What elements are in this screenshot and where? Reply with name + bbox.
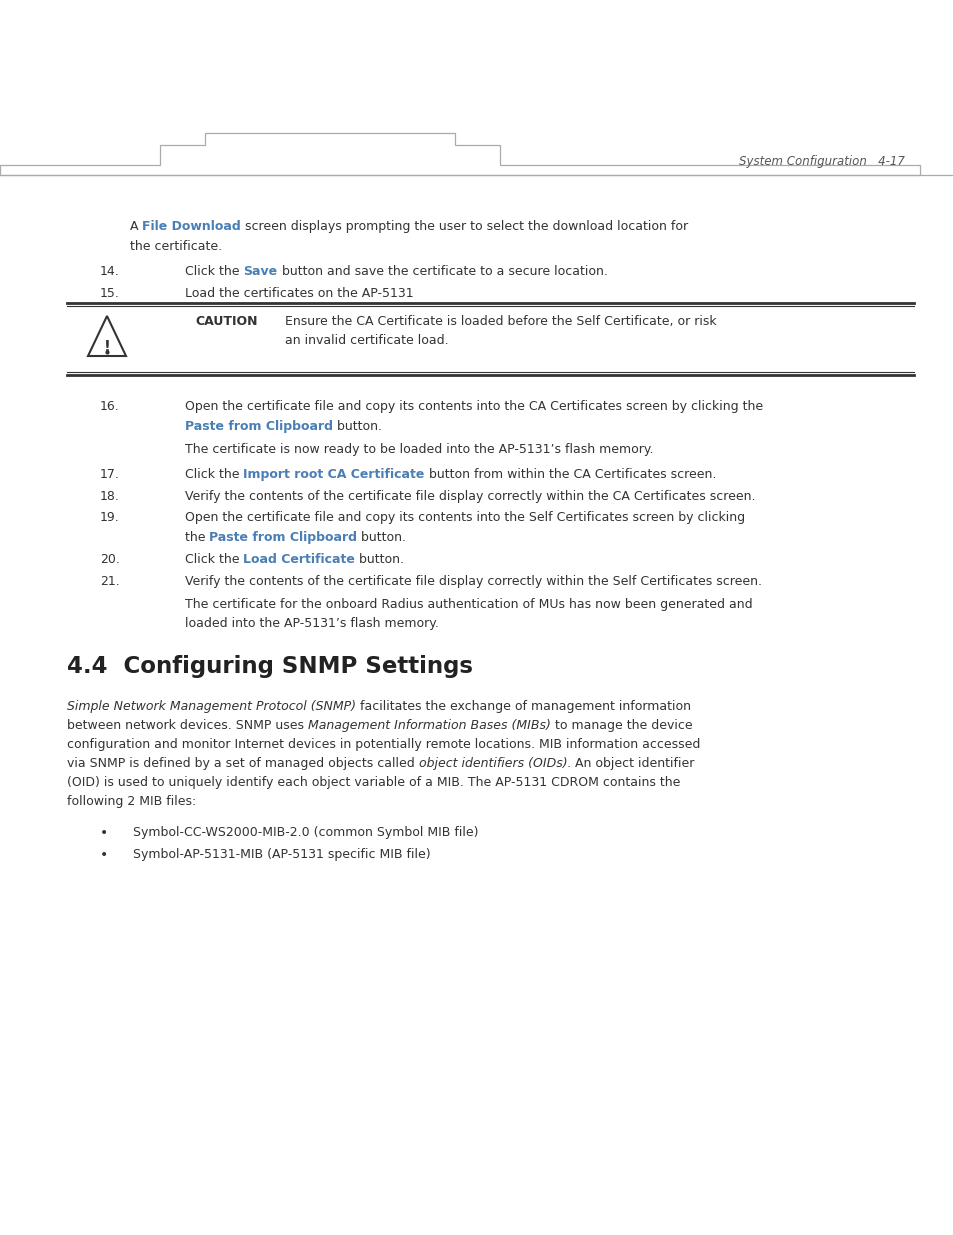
Text: •: • xyxy=(100,826,108,840)
Text: Open the certificate file and copy its contents into the Self Certificates scree: Open the certificate file and copy its c… xyxy=(185,511,744,524)
Text: button from within the CA Certificates screen.: button from within the CA Certificates s… xyxy=(424,468,716,480)
Text: CAUTION: CAUTION xyxy=(194,315,257,329)
Text: File Download: File Download xyxy=(142,220,241,233)
Text: Click the: Click the xyxy=(185,266,243,278)
Text: Symbol-AP-5131-MIB (AP-5131 specific MIB file): Symbol-AP-5131-MIB (AP-5131 specific MIB… xyxy=(132,848,430,861)
Text: following 2 MIB files:: following 2 MIB files: xyxy=(67,795,196,808)
Text: (OID) is used to uniquely identify each object variable of a MIB. The AP-5131 CD: (OID) is used to uniquely identify each … xyxy=(67,776,679,789)
Text: 17.: 17. xyxy=(100,468,120,480)
Text: Load Certificate: Load Certificate xyxy=(243,553,355,566)
Text: configuration and monitor Internet devices in potentially remote locations. MIB : configuration and monitor Internet devic… xyxy=(67,739,700,751)
Text: Symbol-CC-WS2000-MIB-2.0 (common Symbol MIB file): Symbol-CC-WS2000-MIB-2.0 (common Symbol … xyxy=(132,826,478,839)
Text: The certificate for the onboard Radius authentication of MUs has now been genera: The certificate for the onboard Radius a… xyxy=(185,598,752,611)
Text: to manage the device: to manage the device xyxy=(550,719,692,732)
Text: 14.: 14. xyxy=(100,266,120,278)
Text: button.: button. xyxy=(355,553,404,566)
Text: via SNMP is defined by a set of managed objects called: via SNMP is defined by a set of managed … xyxy=(67,757,418,769)
Text: Simple Network Management Protocol (SNMP): Simple Network Management Protocol (SNMP… xyxy=(67,700,355,713)
Text: an invalid certificate load.: an invalid certificate load. xyxy=(285,333,448,347)
Text: 21.: 21. xyxy=(100,576,120,588)
Text: Verify the contents of the certificate file display correctly within the CA Cert: Verify the contents of the certificate f… xyxy=(185,490,755,503)
Text: A: A xyxy=(130,220,142,233)
Text: the certificate.: the certificate. xyxy=(130,240,222,253)
Text: Open the certificate file and copy its contents into the CA Certificates screen : Open the certificate file and copy its c… xyxy=(185,400,762,412)
Text: 19.: 19. xyxy=(100,511,120,524)
Text: the: the xyxy=(185,531,210,543)
Text: 18.: 18. xyxy=(100,490,120,503)
Text: Load the certificates on the AP-5131: Load the certificates on the AP-5131 xyxy=(185,287,414,300)
Text: 4.4  Configuring SNMP Settings: 4.4 Configuring SNMP Settings xyxy=(67,655,473,678)
Text: Verify the contents of the certificate file display correctly within the Self Ce: Verify the contents of the certificate f… xyxy=(185,576,761,588)
Text: Save: Save xyxy=(243,266,277,278)
Text: The certificate is now ready to be loaded into the AP-5131’s flash memory.: The certificate is now ready to be loade… xyxy=(185,443,653,456)
Text: between network devices. SNMP uses: between network devices. SNMP uses xyxy=(67,719,308,732)
Text: !: ! xyxy=(104,341,111,356)
Text: Paste from Clipboard: Paste from Clipboard xyxy=(210,531,357,543)
Text: •: • xyxy=(100,848,108,862)
Text: 20.: 20. xyxy=(100,553,120,566)
Text: object identifiers (OIDs).: object identifiers (OIDs). xyxy=(418,757,571,769)
Text: button and save the certificate to a secure location.: button and save the certificate to a sec… xyxy=(277,266,607,278)
Text: Import root CA Certificate: Import root CA Certificate xyxy=(243,468,424,480)
Text: screen displays prompting the user to select the download location for: screen displays prompting the user to se… xyxy=(241,220,688,233)
Text: button.: button. xyxy=(357,531,406,543)
Text: Ensure the CA Certificate is loaded before the Self Certificate, or risk: Ensure the CA Certificate is loaded befo… xyxy=(285,315,716,329)
Text: Click the: Click the xyxy=(185,468,243,480)
Text: Click the: Click the xyxy=(185,553,243,566)
Text: 16.: 16. xyxy=(100,400,120,412)
Text: 15.: 15. xyxy=(100,287,120,300)
Text: loaded into the AP-5131’s flash memory.: loaded into the AP-5131’s flash memory. xyxy=(185,618,438,630)
Text: Management Information Bases (MIBs): Management Information Bases (MIBs) xyxy=(308,719,550,732)
Text: An object identifier: An object identifier xyxy=(571,757,694,769)
Text: Paste from Clipboard: Paste from Clipboard xyxy=(185,420,333,433)
Text: facilitates the exchange of management information: facilitates the exchange of management i… xyxy=(355,700,690,713)
Text: System Configuration   4-17: System Configuration 4-17 xyxy=(739,156,904,168)
Text: button.: button. xyxy=(333,420,381,433)
